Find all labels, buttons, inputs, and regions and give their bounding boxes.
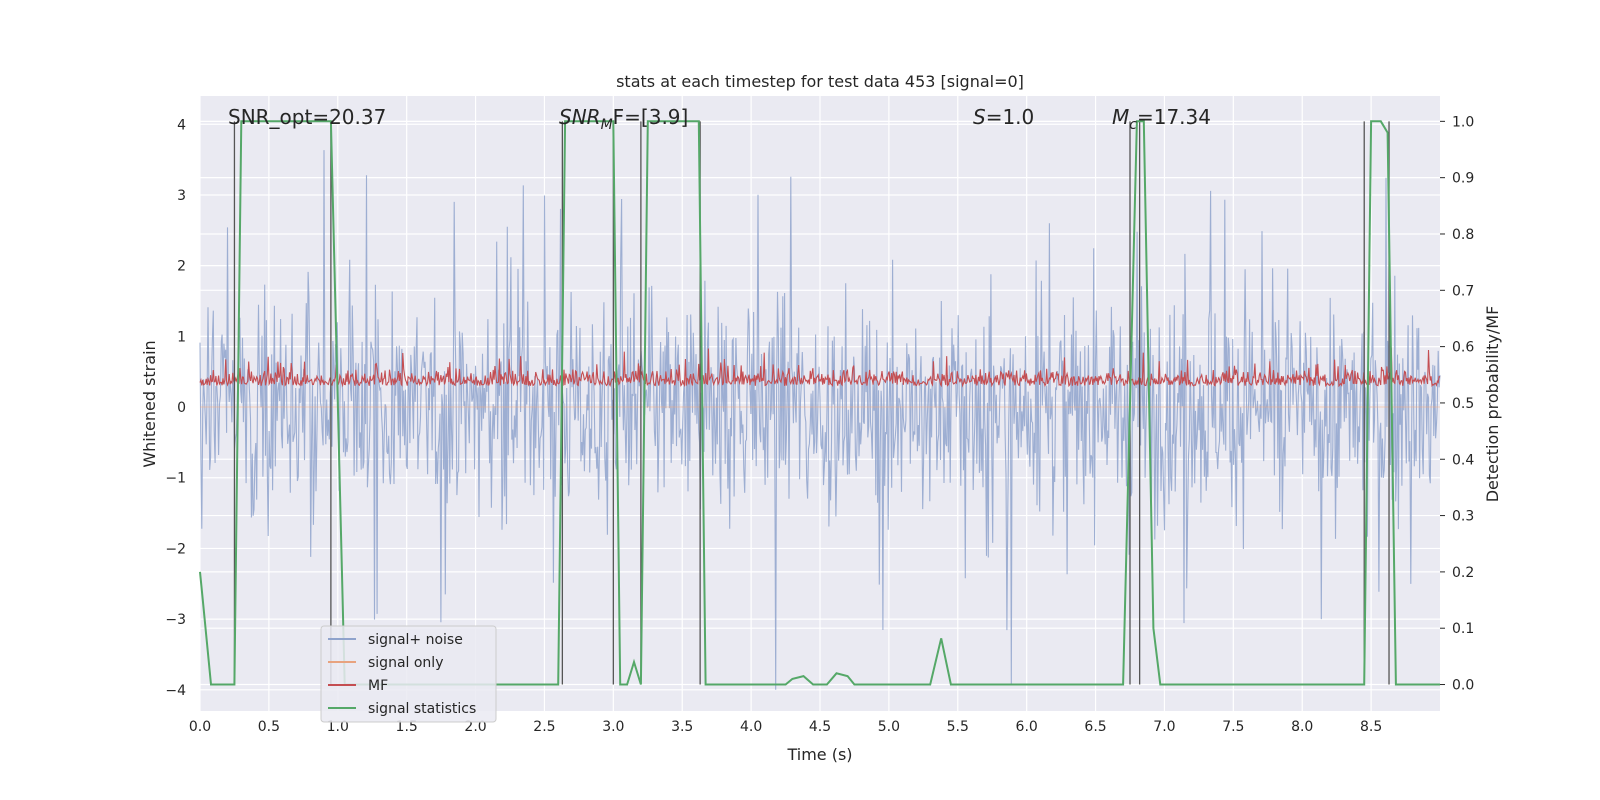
legend: signal+ noise signal only MF signal stat… <box>320 625 497 723</box>
x-tick-label: 4.5 <box>809 719 831 735</box>
y2-tick-label: 0.1 <box>1452 621 1474 637</box>
y-tick-label: −3 <box>165 612 186 628</box>
legend-box <box>320 625 497 723</box>
series-mf <box>199 347 1441 388</box>
y-tick-label: −1 <box>165 471 186 487</box>
axis-ticks: 0.0 0.5 1.0 1.5 2.0 2.5 3.0 3.5 4.0 4.5 5.0 5.5 6.0 6… <box>165 114 1474 735</box>
y2-tick-label: 0.5 <box>1452 396 1474 412</box>
y-tick-label: 4 <box>177 117 186 133</box>
y2-tick-label: 0.6 <box>1452 340 1474 356</box>
chart-title: stats at each timestep for test data 453… <box>616 72 1024 91</box>
x-tick-label: 3.5 <box>671 719 693 735</box>
series-signal-noise <box>199 150 1441 690</box>
annotation-mc-sub: c <box>1129 117 1137 133</box>
annotation-snr-mf: SNRMF=[3.9] <box>559 105 688 133</box>
legend-label-stats: signal statistics <box>368 701 476 717</box>
y2-tick-label: 1.0 <box>1452 114 1474 130</box>
y2-tick-label: 0.7 <box>1452 283 1474 299</box>
legend-label-signal-only: signal only <box>368 655 443 671</box>
y-tick-label: −2 <box>165 541 186 557</box>
annotation-snr-opt: SNR_opt=20.37 <box>228 105 386 129</box>
x-tick-label: 7.0 <box>1153 719 1175 735</box>
x-tick-label: 2.0 <box>464 719 486 735</box>
x-tick-label: 0.5 <box>258 719 280 735</box>
x-tick-label: 3.0 <box>602 719 624 735</box>
annotation-snr-mf-sub: M <box>601 117 613 133</box>
annotation-mc: Mc=17.34 <box>1112 105 1211 133</box>
y-tick-label: 2 <box>177 259 186 275</box>
y2-tick-label: 0.3 <box>1452 509 1474 525</box>
y2-axis-label: Detection probability/MF <box>1483 306 1502 503</box>
y-tick-label: 1 <box>177 329 186 345</box>
x-tick-label: 1.0 <box>327 719 349 735</box>
legend-label-noise: signal+ noise <box>368 632 463 648</box>
mf-trace <box>199 347 1441 388</box>
y-axis-label: Whitened strain <box>140 340 159 467</box>
x-tick-label: 8.5 <box>1360 719 1382 735</box>
x-tick-label: 4.0 <box>740 719 762 735</box>
x-axis-label: Time (s) <box>786 745 852 764</box>
y-tick-label: −4 <box>165 683 186 699</box>
x-tick-label: 6.5 <box>1084 719 1106 735</box>
annotation-s-stat: S=1.0 <box>973 105 1034 129</box>
x-tick-label: 7.5 <box>1222 719 1244 735</box>
x-tick-label: 0.0 <box>189 719 211 735</box>
y2-tick-label: 0.4 <box>1452 452 1474 468</box>
x-tick-label: 5.5 <box>947 719 969 735</box>
annotation-s-prefix: S <box>973 105 986 129</box>
y2-tick-label: 0.9 <box>1452 171 1474 187</box>
x-tick-label: 8.0 <box>1291 719 1313 735</box>
annotation-mc-suffix: =17.34 <box>1137 105 1211 129</box>
y-tick-label: 3 <box>177 188 186 204</box>
y2-tick-label: 0.0 <box>1452 678 1474 694</box>
annotation-s-suffix: =1.0 <box>986 105 1035 129</box>
x-tick-label: 2.5 <box>533 719 555 735</box>
annotation-snr-mf-prefix: SNR <box>559 105 601 129</box>
x-tick-label: 5.0 <box>878 719 900 735</box>
x-tick-label: 6.0 <box>1016 719 1038 735</box>
annotation-mc-prefix: M <box>1112 105 1129 129</box>
y-tick-label: 0 <box>177 400 186 416</box>
x-tick-label: 1.5 <box>396 719 418 735</box>
y2-tick-label: 0.2 <box>1452 565 1474 581</box>
legend-label-mf: MF <box>368 678 388 694</box>
y2-tick-label: 0.8 <box>1452 227 1474 243</box>
annotation-snr-mf-suffix: F=[3.9] <box>613 105 689 129</box>
noise-trace <box>199 150 1441 690</box>
